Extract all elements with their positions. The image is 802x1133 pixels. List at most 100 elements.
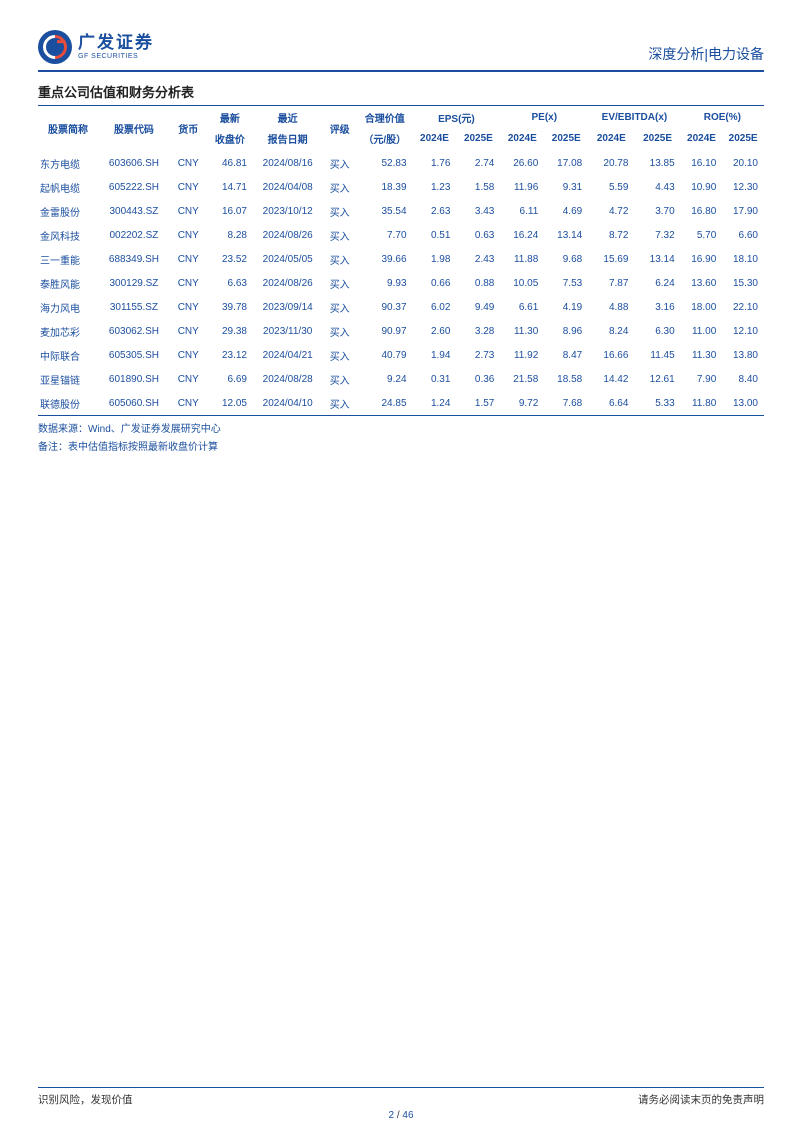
cell-close: 16.07 <box>207 199 253 223</box>
cell-ccy: CNY <box>170 199 207 223</box>
cell-code: 688349.SH <box>98 247 170 271</box>
cell-code: 605305.SH <box>98 343 170 367</box>
cell-code: 605060.SH <box>98 391 170 415</box>
cell-rating: 买入 <box>322 223 357 247</box>
cell-ev24: 5.59 <box>588 175 634 199</box>
table-row: 海力风电301155.SZCNY39.782023/09/14买入90.376.… <box>38 295 764 319</box>
cell-eps25: 0.88 <box>456 271 500 295</box>
col-ev24: 2024E <box>588 129 634 151</box>
table-row: 金风科技002202.SZCNY8.282024/08/26买入7.700.51… <box>38 223 764 247</box>
valuation-table-wrap: 股票简称 股票代码 货币 最新 最近 评级 合理价值 EPS(元) PE(x) … <box>38 105 764 416</box>
cell-fair: 9.93 <box>357 271 412 295</box>
page-number: 2 / 46 <box>0 1110 802 1121</box>
cell-code: 603062.SH <box>98 319 170 343</box>
cell-eps25: 2.74 <box>456 151 500 175</box>
cell-ev25: 6.30 <box>634 319 680 343</box>
cell-pe25: 9.31 <box>544 175 588 199</box>
cell-roe24: 7.90 <box>681 367 723 391</box>
cell-ccy: CNY <box>170 367 207 391</box>
table-row: 起帆电缆605222.SHCNY14.712024/04/08买入18.391.… <box>38 175 764 199</box>
cell-roe24: 16.10 <box>681 151 723 175</box>
cell-pe25: 7.53 <box>544 271 588 295</box>
col-pe25: 2025E <box>544 129 588 151</box>
cell-eps24: 1.23 <box>413 175 457 199</box>
cell-rpt: 2024/04/10 <box>253 391 322 415</box>
cell-rating: 买入 <box>322 367 357 391</box>
page-header: 广发证券 GF SECURITIES 深度分析|电力设备 <box>38 30 764 72</box>
cell-roe24: 11.80 <box>681 391 723 415</box>
col-name: 股票简称 <box>38 106 98 151</box>
cell-eps25: 0.36 <box>456 367 500 391</box>
col-eps25: 2025E <box>456 129 500 151</box>
cell-roe25: 12.30 <box>722 175 764 199</box>
note-source: 数据来源：Wind、广发证券发展研究中心 <box>38 421 764 439</box>
cell-fair: 9.24 <box>357 367 412 391</box>
cell-rpt: 2024/08/16 <box>253 151 322 175</box>
cell-ccy: CNY <box>170 271 207 295</box>
valuation-table: 股票简称 股票代码 货币 最新 最近 评级 合理价值 EPS(元) PE(x) … <box>38 106 764 415</box>
cell-rating: 买入 <box>322 319 357 343</box>
cell-ev24: 4.72 <box>588 199 634 223</box>
cell-eps24: 1.94 <box>413 343 457 367</box>
cell-name: 东方电缆 <box>38 151 98 175</box>
cell-ev24: 16.66 <box>588 343 634 367</box>
cell-fair: 35.54 <box>357 199 412 223</box>
cell-roe24: 13.60 <box>681 271 723 295</box>
cell-ev25: 3.70 <box>634 199 680 223</box>
cell-ccy: CNY <box>170 223 207 247</box>
col-roe25: 2025E <box>722 129 764 151</box>
page-total: 46 <box>402 1110 413 1121</box>
cell-ev25: 3.16 <box>634 295 680 319</box>
cell-roe24: 10.90 <box>681 175 723 199</box>
cell-rpt: 2024/04/08 <box>253 175 322 199</box>
cell-roe25: 13.80 <box>722 343 764 367</box>
table-row: 泰胜风能300129.SZCNY6.632024/08/26买入9.930.66… <box>38 271 764 295</box>
cell-close: 8.28 <box>207 223 253 247</box>
col-eps24: 2024E <box>413 129 457 151</box>
cell-ev24: 7.87 <box>588 271 634 295</box>
cell-eps24: 6.02 <box>413 295 457 319</box>
table-notes: 数据来源：Wind、广发证券发展研究中心 备注：表中估值指标按照最新收盘价计算 <box>38 421 764 457</box>
cell-close: 6.69 <box>207 367 253 391</box>
cell-rpt: 2024/04/21 <box>253 343 322 367</box>
page-footer: 识别风险，发现价值 请务必阅读末页的免责声明 <box>38 1087 764 1107</box>
cell-close: 29.38 <box>207 319 253 343</box>
cell-rpt: 2023/11/30 <box>253 319 322 343</box>
cell-eps24: 2.60 <box>413 319 457 343</box>
cell-pe24: 11.88 <box>500 247 544 271</box>
cell-roe25: 20.10 <box>722 151 764 175</box>
footer-right: 请务必阅读末页的免责声明 <box>638 1092 764 1107</box>
cell-roe24: 18.00 <box>681 295 723 319</box>
col-close-bot: 收盘价 <box>207 129 253 151</box>
cell-fair: 18.39 <box>357 175 412 199</box>
cell-name: 三一重能 <box>38 247 98 271</box>
cell-name: 麦加芯彩 <box>38 319 98 343</box>
cell-pe25: 4.19 <box>544 295 588 319</box>
cell-eps24: 1.98 <box>413 247 457 271</box>
cell-ev24: 6.64 <box>588 391 634 415</box>
cell-rpt: 2024/05/05 <box>253 247 322 271</box>
cell-ccy: CNY <box>170 391 207 415</box>
cell-fair: 90.37 <box>357 295 412 319</box>
cell-ccy: CNY <box>170 247 207 271</box>
footer-left: 识别风险，发现价值 <box>38 1092 133 1107</box>
cell-roe25: 8.40 <box>722 367 764 391</box>
cell-ccy: CNY <box>170 151 207 175</box>
col-rpt-bot: 报告日期 <box>253 129 322 151</box>
table-row: 亚星锚链601890.SHCNY6.692024/08/28买入9.240.31… <box>38 367 764 391</box>
col-ev25: 2025E <box>634 129 680 151</box>
logo-block: 广发证券 GF SECURITIES <box>38 30 154 64</box>
cell-ev24: 8.24 <box>588 319 634 343</box>
cell-code: 603606.SH <box>98 151 170 175</box>
table-row: 三一重能688349.SHCNY23.522024/05/05买入39.661.… <box>38 247 764 271</box>
cell-rating: 买入 <box>322 247 357 271</box>
cell-code: 605222.SH <box>98 175 170 199</box>
cell-pe25: 7.68 <box>544 391 588 415</box>
cell-eps24: 2.63 <box>413 199 457 223</box>
cell-ccy: CNY <box>170 319 207 343</box>
cell-pe24: 11.92 <box>500 343 544 367</box>
table-row: 中际联合605305.SHCNY23.122024/04/21买入40.791.… <box>38 343 764 367</box>
cell-roe25: 12.10 <box>722 319 764 343</box>
cell-close: 6.63 <box>207 271 253 295</box>
cell-pe24: 6.61 <box>500 295 544 319</box>
